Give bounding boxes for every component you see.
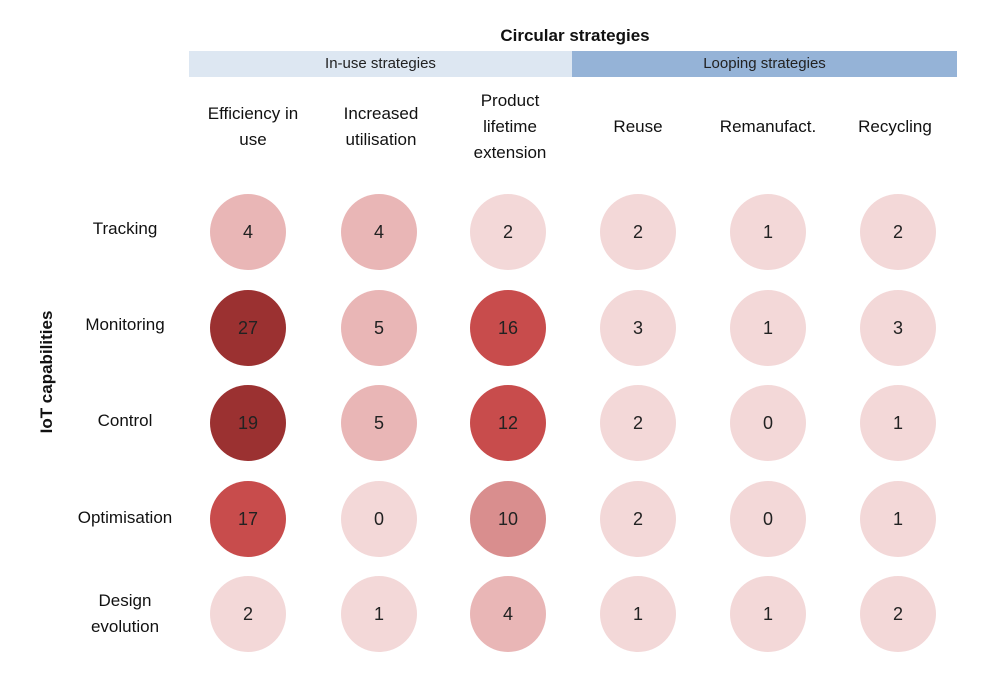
bubble-r4-c5: 0 (730, 481, 806, 557)
row-label-design-evolution: Design evolution (50, 588, 200, 640)
column-header-line: extension (473, 143, 547, 162)
column-header-line: Increased (343, 104, 419, 123)
row-label-line: Design (98, 591, 152, 610)
bubble-r4-c6: 1 (860, 481, 936, 557)
column-header-line: Reuse (613, 117, 663, 136)
bubble-r5-c3: 4 (470, 576, 546, 652)
row-label-control: Control (50, 408, 200, 434)
row-label-line: Tracking (92, 219, 158, 238)
bubble-r3-c4: 2 (600, 385, 676, 461)
bubble-r5-c6: 2 (860, 576, 936, 652)
column-header-line: Remanufact. (719, 117, 817, 136)
chart-title: Circular strategies (500, 26, 650, 45)
column-header-reuse: Reuse (578, 92, 698, 162)
bubble-r4-c1: 17 (210, 481, 286, 557)
row-label-optimisation: Optimisation (50, 505, 200, 531)
column-header-remanufact: Remanufact. (708, 92, 828, 162)
column-header-product-lifetime-extension: Product lifetime extension (450, 91, 570, 162)
bubble-r4-c2: 0 (341, 481, 417, 557)
row-label-line: Monitoring (85, 315, 165, 334)
bubble-r3-c3: 12 (470, 385, 546, 461)
bubble-r1-c2: 4 (341, 194, 417, 270)
row-label-line: Control (97, 411, 153, 430)
bubble-r3-c1: 19 (210, 385, 286, 461)
group-band-in-use: In-use strategies (189, 51, 572, 77)
bubble-r2-c1: 27 (210, 290, 286, 366)
row-label-line: Optimisation (77, 508, 173, 527)
bubble-r1-c6: 2 (860, 194, 936, 270)
bubble-r3-c6: 1 (860, 385, 936, 461)
column-header-increased-utilisation: Increased utilisation (321, 92, 441, 162)
bubble-r5-c5: 1 (730, 576, 806, 652)
row-label-tracking: Tracking (50, 216, 200, 242)
column-header-line: utilisation (345, 130, 417, 149)
bubble-r3-c2: 5 (341, 385, 417, 461)
column-header-line: Efficiency in (207, 104, 299, 123)
column-header-efficiency-in-use: Efficiency in use (193, 92, 313, 162)
bubble-r3-c5: 0 (730, 385, 806, 461)
bubble-r4-c4: 2 (600, 481, 676, 557)
bubble-r1-c4: 2 (600, 194, 676, 270)
column-header-line: Product (480, 91, 540, 110)
bubble-r2-c2: 5 (341, 290, 417, 366)
bubble-r2-c5: 1 (730, 290, 806, 366)
bubble-r2-c6: 3 (860, 290, 936, 366)
column-header-line: lifetime (483, 117, 537, 136)
bubble-r2-c4: 3 (600, 290, 676, 366)
group-band-looping: Looping strategies (572, 51, 957, 77)
bubble-r5-c1: 2 (210, 576, 286, 652)
bubble-r4-c3: 10 (470, 481, 546, 557)
column-header-line: use (239, 130, 267, 149)
bubble-r5-c4: 1 (600, 576, 676, 652)
column-header-line: Recycling (858, 117, 932, 136)
row-label-monitoring: Monitoring (50, 312, 200, 338)
bubble-r1-c1: 4 (210, 194, 286, 270)
bubble-r1-c5: 1 (730, 194, 806, 270)
bubble-r2-c3: 16 (470, 290, 546, 366)
column-header-recycling: Recycling (835, 92, 955, 162)
bubble-r5-c2: 1 (341, 576, 417, 652)
row-label-line: evolution (90, 617, 160, 636)
bubble-r1-c3: 2 (470, 194, 546, 270)
